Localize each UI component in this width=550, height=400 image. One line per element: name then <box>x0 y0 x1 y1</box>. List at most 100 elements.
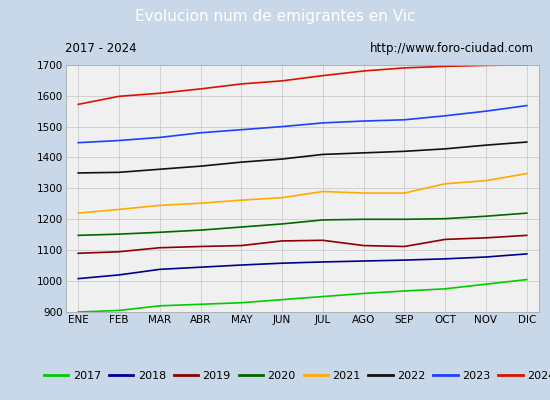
2022 <box>483 143 490 148</box>
2023 <box>401 118 408 122</box>
2020 <box>360 217 367 222</box>
2022 <box>279 157 285 162</box>
2017 <box>279 297 285 302</box>
2017 <box>238 300 245 305</box>
Line: 2022: 2022 <box>78 142 527 173</box>
2019 <box>442 237 448 242</box>
2021 <box>401 191 408 196</box>
2020 <box>320 218 326 222</box>
2022 <box>360 150 367 155</box>
2022 <box>157 167 163 172</box>
2024 <box>75 102 81 107</box>
Line: 2023: 2023 <box>78 106 527 143</box>
2018 <box>157 267 163 272</box>
2024 <box>197 86 204 91</box>
2017 <box>197 302 204 307</box>
2017 <box>524 277 530 282</box>
2021 <box>157 203 163 208</box>
2021 <box>442 181 448 186</box>
2017 <box>401 288 408 293</box>
2017 <box>116 308 122 313</box>
2018 <box>483 254 490 259</box>
2022 <box>442 146 448 151</box>
2024 <box>360 68 367 73</box>
2024 <box>238 82 245 86</box>
Line: 2020: 2020 <box>78 213 527 235</box>
Text: Evolucion num de emigrantes en Vic: Evolucion num de emigrantes en Vic <box>135 10 415 24</box>
2021 <box>238 198 245 202</box>
2019 <box>238 243 245 248</box>
2022 <box>320 152 326 157</box>
2021 <box>483 178 490 183</box>
Text: 2017 - 2024: 2017 - 2024 <box>65 42 137 55</box>
2023 <box>442 113 448 118</box>
2024 <box>279 78 285 83</box>
2018 <box>320 260 326 264</box>
2023 <box>197 130 204 135</box>
2019 <box>483 236 490 240</box>
2020 <box>524 211 530 216</box>
Legend: 2017, 2018, 2019, 2020, 2021, 2022, 2023, 2024: 2017, 2018, 2019, 2020, 2021, 2022, 2023… <box>40 366 550 386</box>
2021 <box>116 207 122 212</box>
2019 <box>116 249 122 254</box>
2023 <box>279 124 285 129</box>
2024 <box>442 64 448 69</box>
2024 <box>483 63 490 68</box>
2019 <box>320 238 326 243</box>
2023 <box>320 120 326 125</box>
2018 <box>197 265 204 270</box>
2024 <box>320 73 326 78</box>
2017 <box>157 304 163 308</box>
2019 <box>279 238 285 243</box>
2021 <box>524 171 530 176</box>
2020 <box>279 222 285 226</box>
2017 <box>483 282 490 286</box>
2021 <box>279 195 285 200</box>
2018 <box>279 261 285 266</box>
2018 <box>360 259 367 264</box>
2017 <box>320 294 326 299</box>
2023 <box>157 135 163 140</box>
2020 <box>442 216 448 221</box>
2023 <box>238 127 245 132</box>
2019 <box>524 233 530 238</box>
2023 <box>75 140 81 145</box>
2022 <box>524 140 530 144</box>
2024 <box>524 62 530 67</box>
2022 <box>197 164 204 168</box>
2020 <box>483 214 490 219</box>
2021 <box>320 189 326 194</box>
2022 <box>238 160 245 164</box>
2024 <box>401 66 408 70</box>
2018 <box>401 258 408 262</box>
2020 <box>197 228 204 232</box>
Line: 2017: 2017 <box>78 280 527 312</box>
2019 <box>360 243 367 248</box>
2023 <box>483 109 490 114</box>
2019 <box>75 251 81 256</box>
2021 <box>75 211 81 216</box>
2019 <box>157 245 163 250</box>
2018 <box>442 256 448 261</box>
2019 <box>401 244 408 249</box>
2022 <box>116 170 122 175</box>
Line: 2024: 2024 <box>78 65 527 104</box>
2017 <box>75 310 81 314</box>
2023 <box>524 103 530 108</box>
Text: http://www.foro-ciudad.com: http://www.foro-ciudad.com <box>370 42 534 55</box>
2024 <box>116 94 122 99</box>
2019 <box>197 244 204 249</box>
2020 <box>238 225 245 230</box>
2020 <box>75 233 81 238</box>
Line: 2018: 2018 <box>78 254 527 279</box>
2021 <box>360 191 367 196</box>
2021 <box>197 201 204 206</box>
2017 <box>442 286 448 291</box>
2018 <box>75 276 81 281</box>
2023 <box>360 119 367 124</box>
2023 <box>116 138 122 143</box>
2020 <box>157 230 163 235</box>
2020 <box>116 232 122 236</box>
Line: 2021: 2021 <box>78 174 527 213</box>
2018 <box>116 272 122 277</box>
